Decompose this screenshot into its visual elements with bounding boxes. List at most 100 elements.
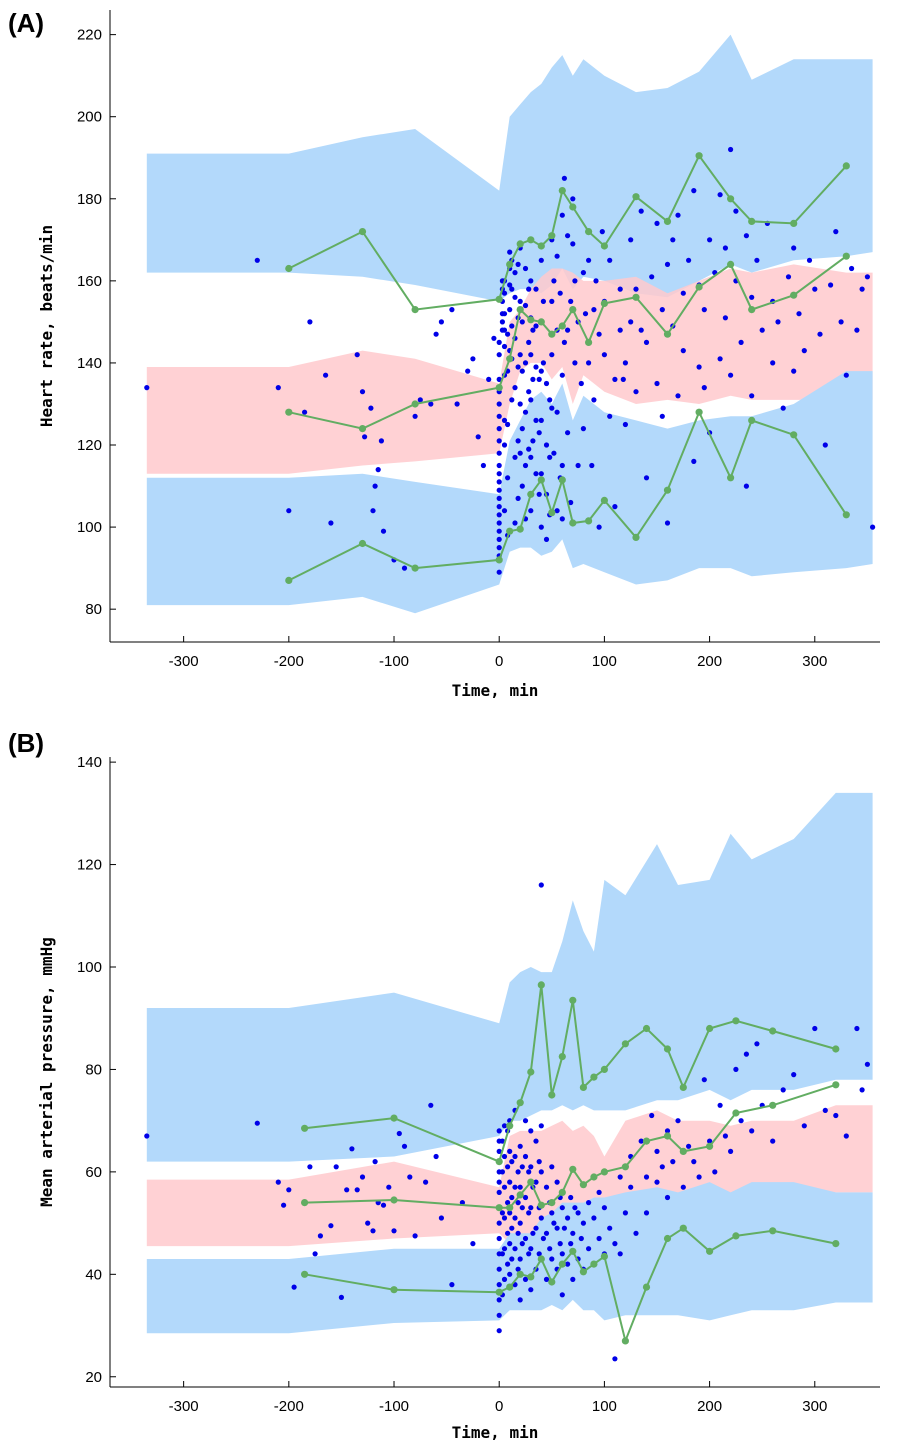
observed-point <box>522 1118 529 1124</box>
observed-point <box>507 249 513 255</box>
observed-point <box>501 1123 508 1129</box>
observed-point <box>538 368 544 374</box>
observed-point <box>559 1251 565 1257</box>
observed-point <box>593 278 599 284</box>
observed-point <box>607 413 613 419</box>
observed-point <box>375 467 381 473</box>
observed-point <box>522 462 529 469</box>
observed-point <box>254 257 260 263</box>
observed-point <box>505 331 511 337</box>
observed-point <box>586 257 592 263</box>
percentile-marker <box>748 217 756 225</box>
observed-point <box>509 1256 515 1262</box>
percentile-marker <box>558 322 566 330</box>
observed-point <box>496 1297 502 1303</box>
observed-point <box>572 360 578 366</box>
x-tick-label: -300 <box>169 1398 199 1415</box>
observed-point <box>526 1210 532 1216</box>
observed-point <box>522 1235 529 1242</box>
observed-point <box>670 237 676 243</box>
observed-point <box>543 1184 550 1190</box>
observed-point <box>664 1128 671 1134</box>
percentile-marker <box>706 1247 714 1255</box>
y-tick-label: 80 <box>85 1061 102 1078</box>
y-tick-label: 40 <box>85 1266 102 1283</box>
observed-point <box>565 430 571 436</box>
observed-point <box>722 315 729 321</box>
observed-point <box>601 352 608 358</box>
observed-point <box>549 1256 555 1262</box>
percentile-marker <box>516 240 524 248</box>
percentile-marker <box>495 1204 503 1212</box>
y-tick-label: 200 <box>77 109 102 126</box>
observed-point <box>533 1225 539 1231</box>
x-tick-label: -100 <box>379 653 409 670</box>
percentile-marker <box>358 425 367 433</box>
observed-point <box>549 352 555 358</box>
observed-point <box>496 520 502 526</box>
observed-point <box>507 1148 513 1154</box>
observed-point <box>843 372 849 378</box>
percentile-marker <box>590 1260 598 1268</box>
observed-point <box>543 380 550 387</box>
observed-point <box>370 1228 376 1234</box>
observed-point <box>607 257 613 263</box>
observed-point <box>538 417 544 423</box>
observed-point <box>791 368 797 374</box>
observed-point <box>770 1138 776 1144</box>
observed-point <box>533 364 539 370</box>
percentile-marker <box>663 1132 672 1140</box>
percentile-marker <box>679 1224 687 1232</box>
observed-point <box>612 376 618 382</box>
observed-point <box>633 389 639 395</box>
percentile-marker <box>579 1268 588 1276</box>
observed-point <box>496 1179 502 1185</box>
percentile-marker <box>495 1288 503 1296</box>
observed-point <box>722 1133 729 1139</box>
observed-point <box>596 331 602 337</box>
observed-point <box>612 1356 618 1362</box>
observed-point <box>496 376 502 382</box>
observed-point <box>496 1235 502 1242</box>
observed-point <box>633 1230 639 1236</box>
observed-point <box>496 1189 502 1195</box>
observed-point <box>522 1153 529 1160</box>
percentile-marker <box>516 1270 524 1278</box>
observed-point <box>517 1256 523 1262</box>
y-tick-label: 80 <box>85 601 102 618</box>
observed-point <box>505 1200 511 1206</box>
percentile-marker <box>527 236 535 244</box>
observed-point <box>801 1123 807 1129</box>
observed-point <box>620 376 626 382</box>
observed-point <box>328 1223 334 1229</box>
observed-point <box>628 1184 634 1190</box>
observed-point <box>519 426 525 432</box>
percentile-marker <box>527 316 535 324</box>
observed-point <box>515 438 521 444</box>
x-tick-label: -100 <box>379 1398 409 1415</box>
observed-point <box>859 1087 865 1093</box>
y-tick-label: 60 <box>85 1164 102 1181</box>
observed-point <box>664 520 671 526</box>
percentile-marker <box>285 408 293 416</box>
percentile-marker <box>679 1147 687 1155</box>
observed-point <box>551 278 557 284</box>
percentile-marker <box>527 1178 535 1186</box>
observed-point <box>522 360 529 366</box>
percentile-marker <box>769 1101 777 1109</box>
y-tick-label: 180 <box>77 191 102 208</box>
percentile-marker <box>590 1073 598 1081</box>
observed-point <box>538 1215 544 1221</box>
observed-point <box>505 1230 511 1236</box>
percentile-marker <box>642 1024 651 1033</box>
observed-point <box>505 1164 511 1170</box>
observed-point <box>522 1276 529 1282</box>
percentile-marker <box>506 1283 514 1291</box>
observed-point <box>501 311 508 317</box>
observed-point <box>649 274 655 280</box>
observed-point <box>505 1261 511 1267</box>
y-tick-label: 220 <box>77 27 102 44</box>
percentile-marker <box>790 291 798 299</box>
observed-point <box>854 1025 860 1032</box>
observed-point <box>496 1328 502 1334</box>
